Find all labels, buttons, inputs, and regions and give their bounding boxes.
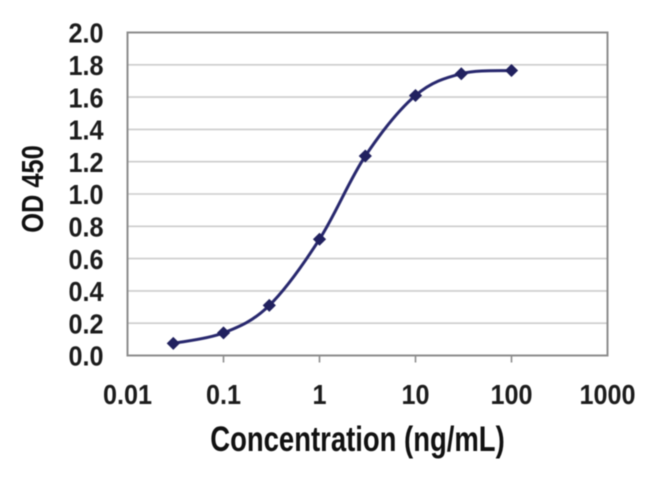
svg-text:0.6: 0.6 xyxy=(68,244,103,276)
svg-text:0.01: 0.01 xyxy=(103,379,152,411)
svg-text:1.2: 1.2 xyxy=(68,147,103,179)
svg-text:OD 450: OD 450 xyxy=(16,145,51,233)
svg-text:0.2: 0.2 xyxy=(68,308,103,340)
svg-text:1.6: 1.6 xyxy=(68,82,103,114)
svg-text:1.0: 1.0 xyxy=(68,179,103,211)
svg-text:0.0: 0.0 xyxy=(68,340,103,372)
svg-text:10: 10 xyxy=(401,379,429,411)
svg-text:0.4: 0.4 xyxy=(68,276,103,308)
svg-text:1: 1 xyxy=(312,379,326,411)
svg-text:1.4: 1.4 xyxy=(68,114,103,146)
svg-text:0.8: 0.8 xyxy=(68,211,103,243)
svg-text:2.0: 2.0 xyxy=(68,17,103,49)
svg-text:Concentration (ng/mL): Concentration (ng/mL) xyxy=(210,420,504,459)
svg-text:1.8: 1.8 xyxy=(68,50,103,82)
svg-text:0.1: 0.1 xyxy=(206,379,241,411)
svg-text:1000: 1000 xyxy=(579,379,635,411)
svg-text:100: 100 xyxy=(490,379,532,411)
